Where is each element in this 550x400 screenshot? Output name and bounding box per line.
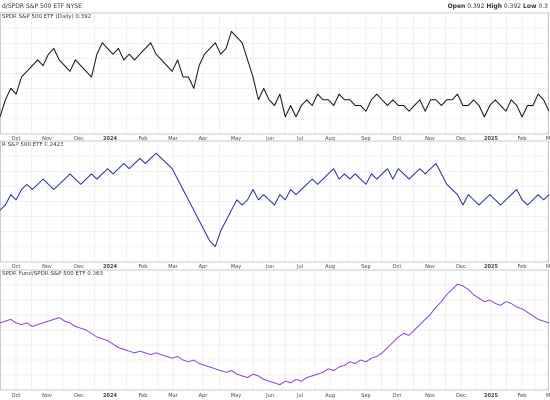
x-tick-label: 2025 — [484, 393, 498, 399]
series-line — [0, 30, 550, 118]
x-tick-label: Nov — [42, 264, 52, 270]
open-label: Open — [447, 3, 466, 10]
panel-1-title: SPDR S&P 500 ETF (Daily) 0.392 — [2, 14, 92, 20]
panel-2-title: R S&P 500 ETF 0.2423 — [2, 142, 64, 148]
x-tick-label: M — [546, 136, 550, 142]
x-tick-label: Sep — [361, 393, 370, 399]
open-value: 0.392 — [467, 3, 485, 10]
x-tick-label: May — [231, 264, 241, 270]
x-tick-label: Aug — [325, 264, 335, 270]
low-value: 0.3 — [538, 3, 548, 10]
x-tick-label: Aug — [325, 136, 335, 142]
x-tick-label: Dec — [456, 264, 466, 270]
x-tick-label: Feb — [518, 264, 527, 270]
x-tick-label: Dec — [456, 136, 466, 142]
series-line — [0, 152, 550, 247]
x-tick-label: Sep — [361, 136, 370, 142]
x-tick-label: Mar — [168, 264, 178, 270]
low-label: Low — [523, 3, 537, 10]
header-symbol: d/SPDR S&P 500 ETF NYSE — [2, 3, 82, 10]
x-tick-label: Sep — [361, 264, 370, 270]
x-tick-label: Feb — [139, 136, 148, 142]
x-tick-label: Jul — [296, 393, 303, 399]
x-tick-label: Jun — [265, 393, 274, 399]
x-tick-label: Feb — [139, 264, 148, 270]
x-tick-label: Feb — [518, 393, 527, 399]
panel-3-title: SPDR Fund/SPDR S&P 500 ETF 0.363 — [2, 271, 103, 277]
x-tick-label: Oct — [393, 136, 402, 142]
x-tick-label: Apr — [199, 393, 209, 399]
x-tick-label: Mar — [168, 136, 178, 142]
x-tick-label: Nov — [42, 136, 52, 142]
x-tick-label: Feb — [518, 136, 527, 142]
header-exchange: NYSE — [66, 3, 82, 10]
x-tick-label: 2024 — [103, 264, 117, 270]
x-tick-label: May — [231, 136, 241, 142]
x-tick-label: May — [231, 393, 241, 399]
x-tick-label: 2025 — [484, 264, 498, 270]
header-symbol-text: d/SPDR S&P 500 ETF — [2, 3, 65, 10]
panel-frame — [0, 140, 549, 263]
x-tick-label: Nov — [42, 393, 52, 399]
x-tick-label: Nov — [425, 136, 435, 142]
x-tick-label: Oct — [393, 393, 402, 399]
x-tick-label: Dec — [74, 393, 84, 399]
x-tick-label: Dec — [456, 393, 466, 399]
x-tick-label: Jul — [296, 136, 303, 142]
x-tick-label: Feb — [139, 393, 148, 399]
x-tick-label: Jul — [296, 264, 303, 270]
x-tick-label: Jun — [265, 136, 274, 142]
x-tick-label: 2024 — [103, 136, 117, 142]
x-tick-label: M — [546, 264, 550, 270]
panel-1: Oct Nov Dec 2024 Feb Mar Apr May Jun Jul Aug Sep Oct… — [0, 12, 550, 142]
x-tick-label: Dec — [74, 136, 84, 142]
panel-3: Oct Nov Dec 2024 Feb Mar Apr May Jun Jul Aug Sep Oct… — [0, 269, 550, 399]
x-tick-label: Oct — [12, 136, 21, 142]
series-line — [0, 283, 550, 386]
x-tick-label: Dec — [74, 264, 84, 270]
x-tick-label: Mar — [168, 393, 178, 399]
x-tick-label: 2024 — [103, 393, 117, 399]
x-tick-label: Nov — [425, 393, 435, 399]
panel-frame — [0, 12, 549, 135]
panel-2: Oct Nov Dec 2024 Feb Mar Apr May Jun Jul Aug Sep Oct… — [0, 140, 550, 270]
x-tick-label: Oct — [393, 264, 402, 270]
x-tick-label: 2025 — [484, 136, 498, 142]
x-tick-label: Oct — [12, 393, 21, 399]
x-tick-label: Apr — [199, 136, 209, 142]
header-ohlc: Open 0.392 High 0.392 Low 0.3 — [448, 3, 548, 10]
x-tick-label: Oct — [12, 264, 21, 270]
x-tick-label: M — [546, 393, 550, 399]
high-value: 0.392 — [503, 3, 522, 10]
x-tick-label: Nov — [425, 264, 435, 270]
x-tick-label: Apr — [199, 264, 209, 270]
high-label: High — [486, 3, 502, 10]
panel-frame — [0, 269, 549, 391]
x-tick-label: Jun — [265, 264, 274, 270]
x-tick-label: Aug — [325, 393, 335, 399]
